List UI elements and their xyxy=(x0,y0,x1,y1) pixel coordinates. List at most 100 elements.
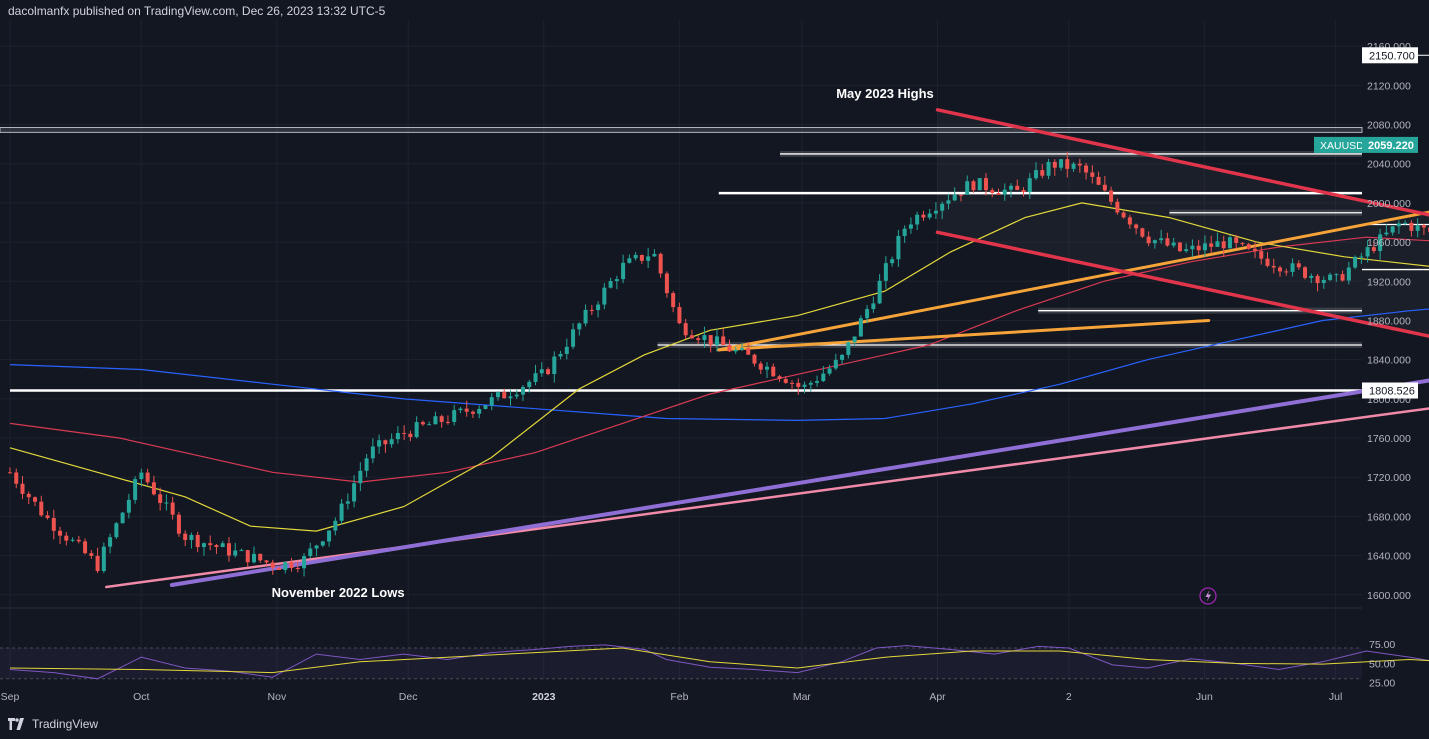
candle-body xyxy=(1328,274,1333,280)
candle-body xyxy=(840,354,845,360)
candle-body xyxy=(514,394,519,397)
candle-body xyxy=(633,254,638,259)
channel-shade xyxy=(938,110,1429,487)
candle-body xyxy=(733,349,738,352)
candle-body xyxy=(76,539,81,542)
alert-icon[interactable] xyxy=(1199,587,1217,605)
candle-body xyxy=(89,553,94,556)
candle-body xyxy=(965,181,970,195)
candle-body xyxy=(683,323,688,336)
candle-body xyxy=(1346,267,1351,281)
price-tick-label: 2040.000 xyxy=(1367,159,1411,171)
candle-body xyxy=(1052,161,1057,168)
candle-body xyxy=(395,432,400,440)
footer-brand: TradingView xyxy=(32,717,99,731)
candle-body xyxy=(896,235,901,260)
price-tick-label: 1920.000 xyxy=(1367,276,1411,288)
candle-body xyxy=(558,353,563,357)
candle-body xyxy=(1027,178,1032,193)
candle-body xyxy=(151,482,156,495)
candle-body xyxy=(508,396,513,399)
candle-body xyxy=(1065,159,1070,169)
candle-body xyxy=(877,280,882,304)
candle-body xyxy=(658,253,663,274)
candle-body xyxy=(1177,242,1182,252)
candle-body xyxy=(302,556,307,569)
candle-body xyxy=(358,470,363,484)
candle-body xyxy=(408,433,413,438)
candle-body xyxy=(483,405,488,409)
level-zone xyxy=(1169,209,1362,216)
candle-body xyxy=(1278,267,1283,272)
candle-body xyxy=(1034,170,1039,179)
candle-body xyxy=(827,368,832,374)
price-tick-label: 1880.000 xyxy=(1367,315,1411,327)
candle-body xyxy=(1121,212,1126,218)
price-chart[interactable]: 2023 and all-time highMay 2023 HighsOcto… xyxy=(0,0,1429,712)
candle-body xyxy=(1415,225,1420,231)
candle-body xyxy=(452,410,457,422)
candle-body xyxy=(495,392,500,398)
candle-body xyxy=(70,539,75,541)
candle-body xyxy=(1252,248,1257,252)
candle-body xyxy=(777,376,782,379)
candle-body xyxy=(20,483,25,494)
candle-body xyxy=(1378,234,1383,252)
candle-body xyxy=(420,422,425,425)
candle-body xyxy=(1365,247,1370,257)
candle-body xyxy=(370,446,375,459)
candle-body xyxy=(664,273,669,294)
price-tag xyxy=(1362,382,1418,399)
price-tick-label: 1960.000 xyxy=(1367,237,1411,249)
candle-body xyxy=(1315,275,1320,284)
candle-body xyxy=(58,530,63,536)
candle-body xyxy=(1321,279,1326,284)
price-tag xyxy=(1362,47,1418,64)
candle-body xyxy=(295,568,300,570)
candle-body xyxy=(1084,165,1089,173)
candle-body xyxy=(170,502,175,515)
price-tick-label: 1600.000 xyxy=(1367,590,1411,602)
candle-body xyxy=(1390,226,1395,233)
candle-body xyxy=(1259,251,1264,259)
candle-body xyxy=(1371,247,1376,252)
candle-body xyxy=(1090,172,1095,177)
candle-body xyxy=(1002,189,1007,195)
candle-body xyxy=(26,493,31,498)
channel-upper-line xyxy=(935,108,1429,217)
candle-body xyxy=(808,382,813,385)
orange-trendline xyxy=(717,318,1211,352)
time-tick-label: Dec xyxy=(399,691,418,703)
candle-body xyxy=(1334,274,1339,276)
candle-body xyxy=(815,381,820,383)
candle-body xyxy=(51,517,56,531)
candle-body xyxy=(946,200,951,204)
candle-body xyxy=(1040,170,1045,176)
candle-body xyxy=(883,263,888,281)
candle-body xyxy=(771,366,776,377)
price-tick-label: 1760.000 xyxy=(1367,433,1411,445)
candle-body xyxy=(1340,274,1345,281)
candle-body xyxy=(1071,163,1076,169)
candle-body xyxy=(345,501,350,504)
candle-body xyxy=(277,567,282,570)
candle-body xyxy=(589,309,594,311)
price-tag-label: 2150.700 xyxy=(1369,50,1415,62)
candle-body xyxy=(83,541,88,554)
candle-body xyxy=(977,178,982,191)
resistance-band xyxy=(0,126,1363,133)
candle-body xyxy=(1109,190,1114,202)
candle-body xyxy=(270,562,275,568)
rsi-ma-line xyxy=(9,647,1429,674)
candle-body xyxy=(414,422,419,438)
candle-body xyxy=(1271,265,1276,268)
candle-body xyxy=(1227,237,1232,249)
candle-body xyxy=(352,483,357,502)
last-price-tag xyxy=(1362,136,1418,153)
candle-body xyxy=(251,553,256,563)
candle-body xyxy=(14,472,19,484)
candle-body xyxy=(1134,224,1139,229)
candle-body xyxy=(721,336,726,346)
level-zone xyxy=(1038,307,1362,314)
pink-trendline xyxy=(105,407,1429,589)
